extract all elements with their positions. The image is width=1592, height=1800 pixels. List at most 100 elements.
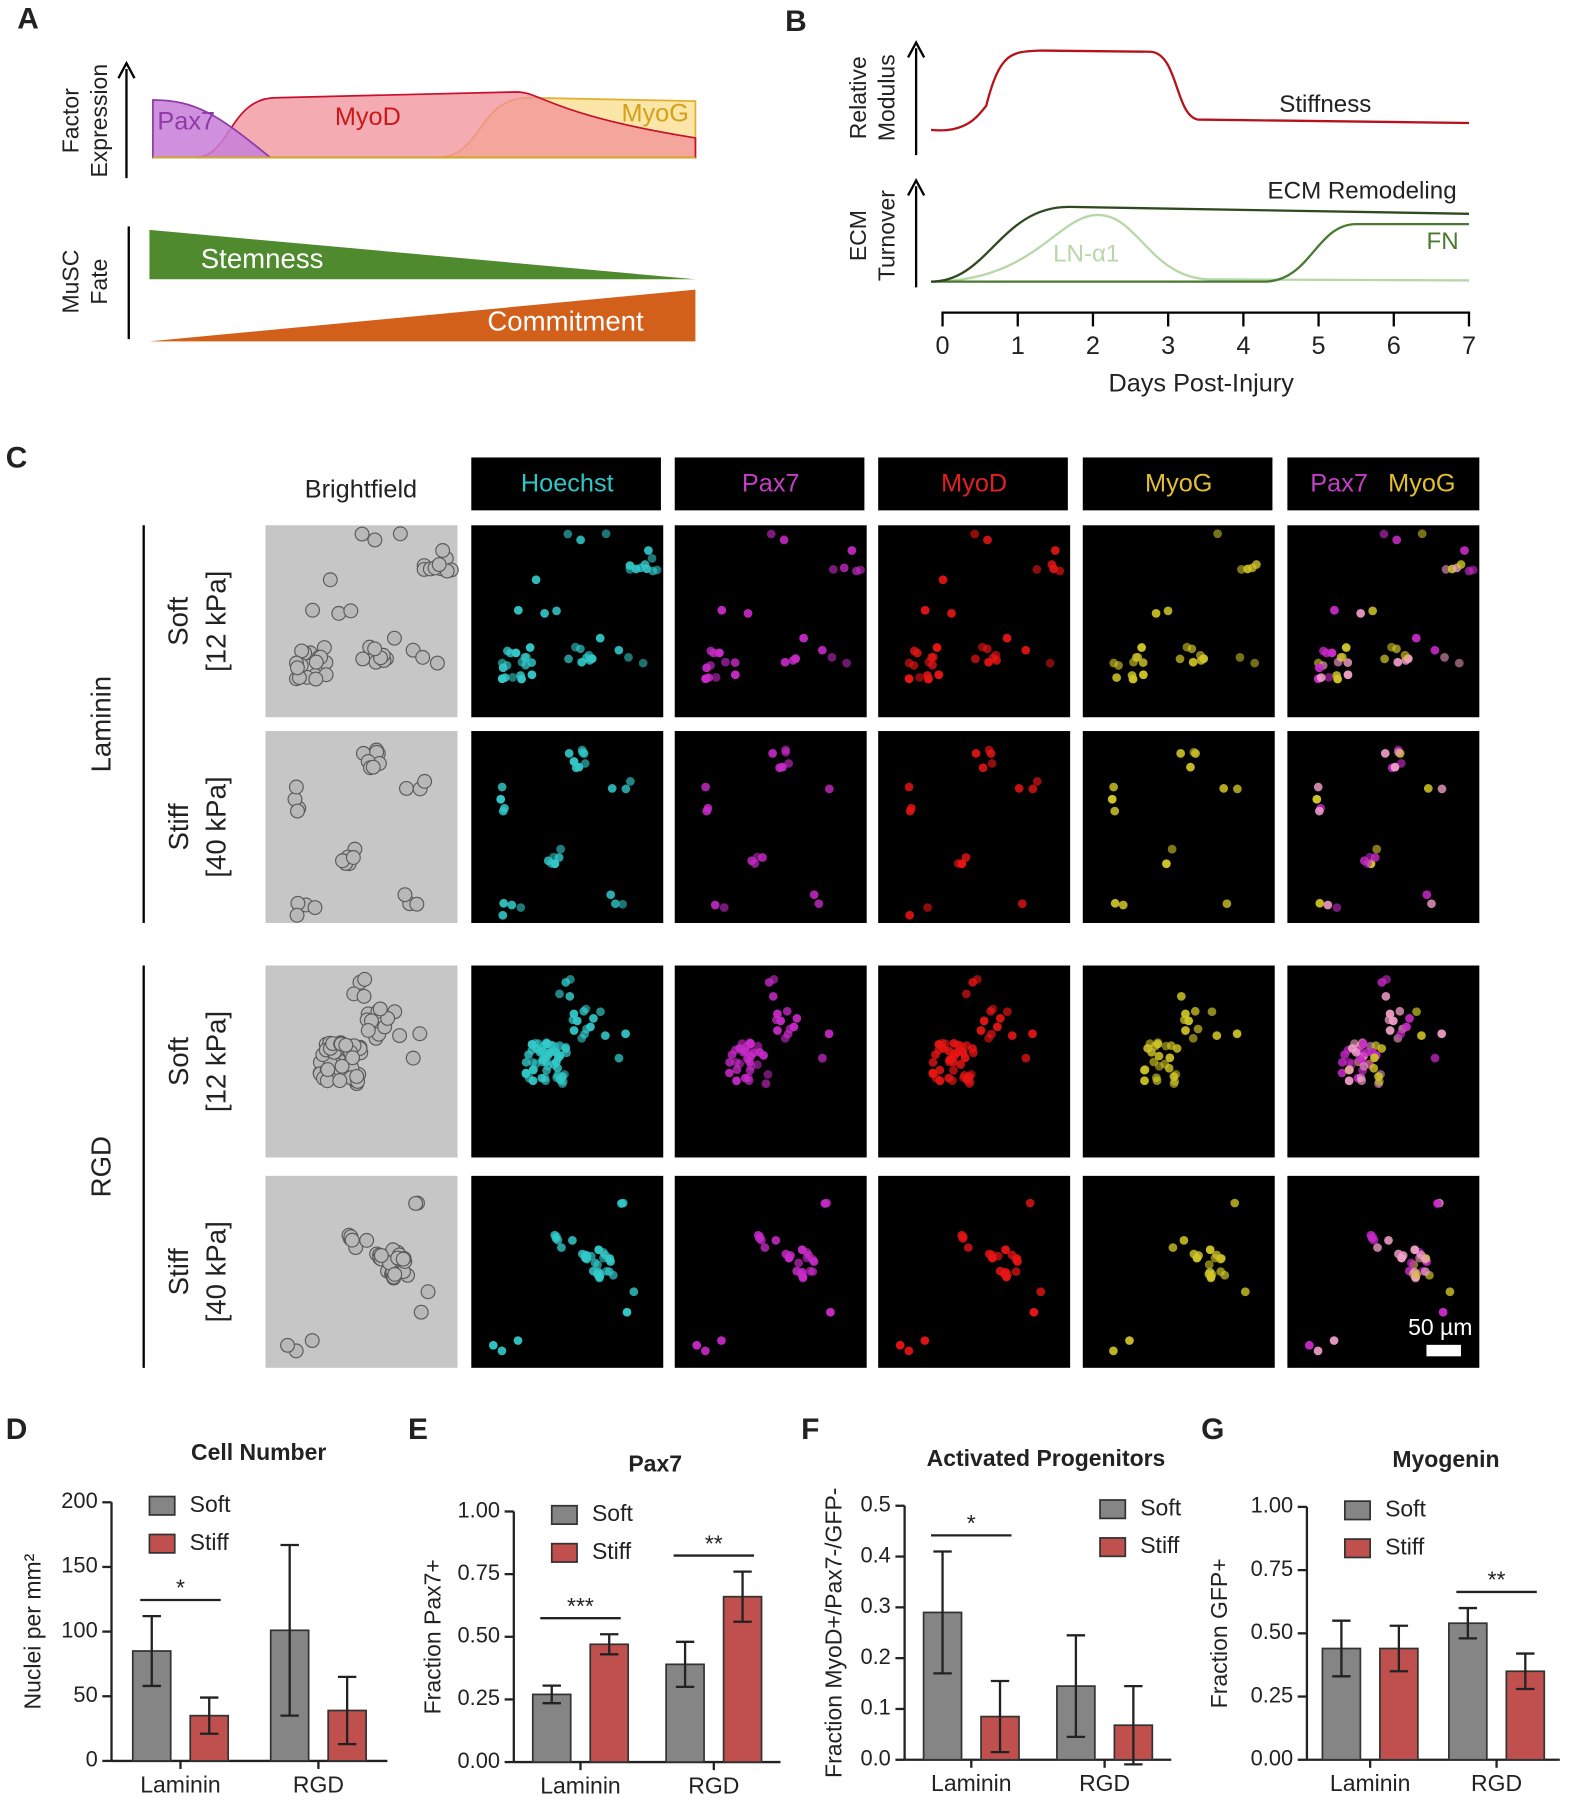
cell-dot <box>732 1076 741 1086</box>
cell-dot <box>1188 657 1198 667</box>
cell-dot <box>747 856 757 866</box>
cell-outline <box>322 572 338 588</box>
panel-label: B <box>785 5 807 38</box>
x-tick-label: RGD <box>1079 1770 1130 1796</box>
cell-outline <box>345 1050 361 1066</box>
cell-dot <box>577 747 587 757</box>
cell-dot <box>1420 1254 1430 1264</box>
cell-dot <box>552 606 561 616</box>
cell-dot <box>1384 1236 1393 1245</box>
cell-dot <box>971 749 981 758</box>
cell-dot <box>1388 1016 1398 1026</box>
cell-dot <box>1167 844 1177 854</box>
cell-dot <box>828 565 838 574</box>
x-tick-label: RGD <box>293 1771 344 1797</box>
y-tick-label: 0.00 <box>458 1748 500 1773</box>
cell-dot <box>572 1016 582 1026</box>
cell-dot <box>614 645 624 655</box>
cell-dot <box>719 903 729 912</box>
fluorescence-image <box>1287 525 1480 718</box>
cell-dot <box>1333 674 1343 684</box>
x-tick-label: 1 <box>1011 332 1025 360</box>
cell-dot <box>1138 658 1148 667</box>
cell-dot <box>909 646 919 656</box>
cell-dot <box>1175 654 1185 664</box>
cell-dot <box>1379 529 1389 539</box>
cell-outline <box>332 1073 348 1089</box>
x-tick-label: Laminin <box>140 1771 220 1797</box>
y-tick-label: 0.3 <box>860 1593 890 1618</box>
cell-dot <box>1162 859 1171 869</box>
brightfield-image <box>265 1175 458 1368</box>
cell-dot <box>755 1048 765 1057</box>
header-box <box>471 457 661 511</box>
cell-dot <box>576 535 585 545</box>
cell-dot <box>1400 650 1410 660</box>
cell-dot <box>988 1004 998 1014</box>
cell-dot <box>1312 794 1322 804</box>
cell-dot <box>962 989 971 999</box>
cell-dot <box>1427 899 1436 909</box>
cell-dot <box>1204 1260 1214 1269</box>
cell-dot <box>1344 1076 1354 1086</box>
cell-dot <box>983 535 992 545</box>
cell-dot <box>569 1026 579 1035</box>
cell-dot <box>692 1340 702 1350</box>
cell-dot <box>730 670 740 680</box>
cell-dot <box>730 658 740 667</box>
cell-dot <box>704 673 713 682</box>
cell-dot <box>758 853 767 862</box>
cell-outline <box>338 1037 354 1053</box>
cell-dot <box>596 1007 605 1017</box>
legend-label: Stiff <box>592 1538 632 1564</box>
fluorescence-image <box>674 525 867 718</box>
cell-dot <box>757 1235 766 1245</box>
legend-label: Stiff <box>1385 1533 1425 1559</box>
cell-outline <box>367 532 383 548</box>
cell-dot <box>717 1336 726 1345</box>
cell-dot <box>732 1065 742 1074</box>
cell-dot <box>1002 633 1012 643</box>
cell-dot <box>788 656 798 665</box>
arrow-head <box>907 178 926 196</box>
cell-dot <box>1110 806 1120 816</box>
cell-dot <box>1216 1267 1226 1276</box>
cell-dot <box>959 1232 968 1242</box>
cell-dot <box>517 657 527 667</box>
legend-swatch <box>1099 1537 1127 1558</box>
cell-dot <box>1313 782 1323 792</box>
x-tick-label: 2 <box>1086 332 1100 360</box>
cell-dot <box>948 1076 957 1085</box>
cell-dot <box>1109 1346 1118 1356</box>
x-axis-label: Days Post-Injury <box>1109 370 1295 398</box>
cell-outline <box>345 850 361 865</box>
cell-dot <box>527 670 537 680</box>
cell-dot <box>576 644 585 654</box>
cell-outline <box>360 1023 376 1038</box>
cell-dot <box>604 1267 614 1276</box>
cell-outline <box>392 526 408 542</box>
cell-dot <box>1179 1236 1189 1245</box>
cell-dot <box>621 784 631 794</box>
chart-title: Myogenin <box>1392 1446 1499 1472</box>
cell-dot <box>710 900 720 910</box>
y-tick-label: 0.2 <box>860 1644 890 1669</box>
cell-dot <box>1316 673 1326 682</box>
cell-dot <box>711 672 721 682</box>
cell-dot <box>817 645 827 655</box>
legend-swatch <box>148 1533 176 1554</box>
cell-dot <box>1028 1029 1037 1039</box>
bar <box>1448 1622 1488 1761</box>
brightfield-image <box>265 525 458 718</box>
cell-dot <box>940 1039 950 1048</box>
column-header: Brightfield <box>305 475 417 503</box>
cell-dot <box>1368 606 1378 616</box>
cell-dot <box>920 605 930 615</box>
cell-dot <box>497 1346 507 1356</box>
bar <box>589 1643 630 1763</box>
cell-dot <box>965 1072 974 1081</box>
cell-dot <box>1003 1270 1012 1279</box>
cell-dot <box>1129 657 1138 667</box>
fluorescence-image <box>471 525 664 718</box>
cell-dot <box>1001 1245 1010 1255</box>
